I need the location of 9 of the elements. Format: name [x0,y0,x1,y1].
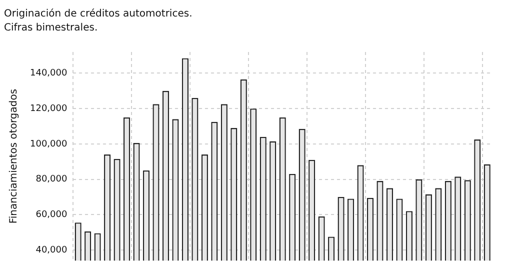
y-axis-title: Financiamientos otorgados [8,88,20,224]
chart-title: Originación de créditos automotrices. [4,8,192,20]
y-tick-label: 60,000 [36,210,68,220]
chart-subtitle: Cifras bimestrales. [4,22,98,34]
y-tick-label: 120,000 [30,104,68,114]
y-tick-label: 40,000 [36,245,68,256]
y-tick-label: 80,000 [36,174,68,185]
y-tick-label: 140,000 [30,68,68,79]
y-tick-label: 100,000 [30,139,68,150]
